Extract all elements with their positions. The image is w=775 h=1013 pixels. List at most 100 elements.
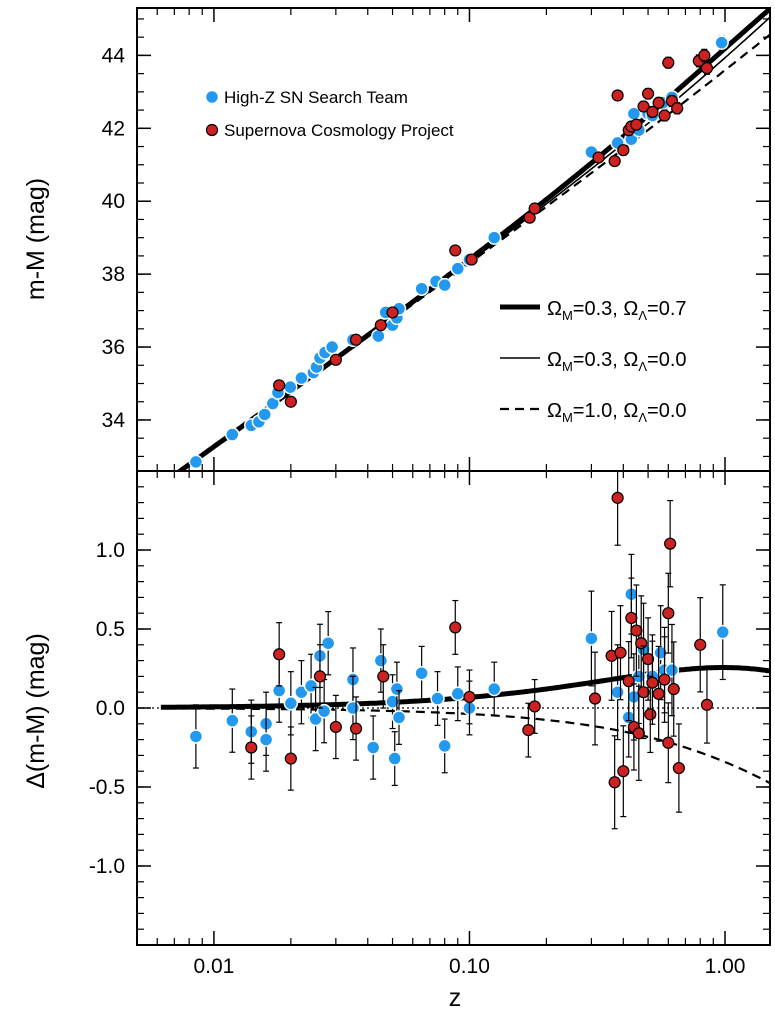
scp-data-point xyxy=(612,90,623,101)
highz-data-point xyxy=(367,741,380,754)
y-tick-label: -1.0 xyxy=(89,855,125,878)
highz-data-point xyxy=(611,686,624,699)
legend-scp-marker xyxy=(207,125,218,136)
scp-data-point xyxy=(631,119,642,130)
highz-data-point xyxy=(415,282,428,295)
top-y-axis-label: m-M (mag) xyxy=(22,178,50,300)
highz-data-point xyxy=(189,730,202,743)
highz-data-point xyxy=(715,36,728,49)
scp-data-point xyxy=(668,684,679,695)
highz-data-point xyxy=(226,714,239,727)
y-tick-label: 38 xyxy=(102,263,125,286)
scp-data-point xyxy=(663,737,674,748)
scp-data-point xyxy=(464,691,475,702)
scp-data-point xyxy=(653,97,664,108)
highz-data-point xyxy=(346,702,359,715)
highz-data-point xyxy=(372,330,385,343)
highz-data-point xyxy=(438,739,451,752)
scp-data-point xyxy=(529,203,540,214)
model-legend-label-m2: ΩM=0.3, ΩΛ=0.0 xyxy=(547,349,687,374)
scp-data-point xyxy=(466,254,477,265)
scp-data-point xyxy=(314,671,325,682)
scp-data-point xyxy=(378,671,389,682)
x-tick-label: 0.10 xyxy=(449,955,490,978)
highz-data-point xyxy=(326,341,339,354)
highz-data-point xyxy=(488,683,501,696)
scp-data-point xyxy=(285,753,296,764)
highz-data-point xyxy=(415,667,428,680)
highz-data-point xyxy=(284,381,297,394)
highz-data-point xyxy=(374,654,387,667)
scp-data-point xyxy=(701,699,712,710)
scp-data-point xyxy=(623,676,634,687)
scp-data-point xyxy=(450,622,461,633)
highz-data-point xyxy=(654,646,667,659)
scp-data-point xyxy=(593,152,604,163)
bottom-panel: 1.00 0.01 0.10 -1.0 -0.5 0.0 0.5 1.0 xyxy=(89,450,770,978)
scp-data-point xyxy=(375,320,386,331)
scp-data-point xyxy=(633,728,644,739)
scp-data-point xyxy=(590,693,601,704)
highz-data-point xyxy=(322,637,335,650)
scp-data-point xyxy=(673,763,684,774)
scp-data-point xyxy=(659,110,670,121)
highz-data-point xyxy=(260,733,273,746)
y-tick-label: 34 xyxy=(102,409,126,432)
highz-data-point xyxy=(284,697,297,710)
scp-data-point xyxy=(330,721,341,732)
scp-data-point xyxy=(638,687,649,698)
model-legend: ΩM=0.3, ΩΛ=0.7 ΩM=0.3, ΩΛ=0.0 ΩM=1.0, ΩΛ=0… xyxy=(500,298,687,425)
highz-data-point xyxy=(438,279,451,292)
scp-data-point xyxy=(609,156,620,167)
bottom-y-axis-label: Δ(m-M) (mag) xyxy=(22,633,50,789)
highz-data-point xyxy=(488,231,501,244)
scp-data-point xyxy=(387,307,398,318)
legend-scp-label: Supernova Cosmology Project xyxy=(224,121,454,140)
y-tick-label: 42 xyxy=(102,117,125,140)
highz-data-point xyxy=(390,683,403,696)
highz-data-point xyxy=(716,626,729,639)
y-tick-label: 44 xyxy=(102,44,126,67)
scp-data-point xyxy=(647,677,658,688)
scp-data-point xyxy=(699,50,710,61)
scp-data-point xyxy=(529,701,540,712)
highz-data-point xyxy=(388,752,401,765)
scp-data-point xyxy=(636,638,647,649)
scp-data-point xyxy=(663,608,674,619)
highz-data-point xyxy=(189,455,202,468)
scp-data-point xyxy=(653,688,664,699)
scp-data-point xyxy=(351,723,362,734)
scp-data-point xyxy=(645,709,656,720)
highz-data-point xyxy=(258,408,271,421)
highz-data-point xyxy=(295,372,308,385)
scp-data-point xyxy=(618,766,629,777)
scp-data-point xyxy=(618,145,629,156)
scp-data-point xyxy=(695,639,706,650)
scp-data-point xyxy=(450,245,461,256)
scp-data-point xyxy=(665,538,676,549)
scp-data-point xyxy=(285,396,296,407)
highz-data-point xyxy=(431,692,444,705)
scp-data-point xyxy=(672,103,683,114)
x-tick-label: 1.00 xyxy=(705,955,746,978)
highz-data-point xyxy=(585,632,598,645)
scp-data-point xyxy=(246,742,257,753)
legend-highz-label: High-Z SN Search Team xyxy=(224,88,408,107)
scp-data-point xyxy=(659,674,670,685)
highz-data-point xyxy=(393,711,406,724)
scp-data-point xyxy=(523,725,534,736)
scp-data-point xyxy=(626,612,637,623)
scp-data-point xyxy=(274,649,285,660)
y-tick-label: -0.5 xyxy=(89,776,125,799)
y-tick-label: 0.5 xyxy=(96,618,125,641)
y-tick-label: 1.0 xyxy=(96,539,125,562)
highz-data-point xyxy=(226,428,239,441)
legend-highz-marker xyxy=(206,91,219,104)
scp-data-point xyxy=(643,88,654,99)
model-legend-label-m1: ΩM=0.3, ΩΛ=0.7 xyxy=(547,298,687,323)
scp-data-point xyxy=(701,63,712,74)
scp-data-point xyxy=(330,354,341,365)
survey-legend: High-Z SN Search Team Supernova Cosmology… xyxy=(206,88,454,140)
bottom-plot-area xyxy=(137,450,770,828)
